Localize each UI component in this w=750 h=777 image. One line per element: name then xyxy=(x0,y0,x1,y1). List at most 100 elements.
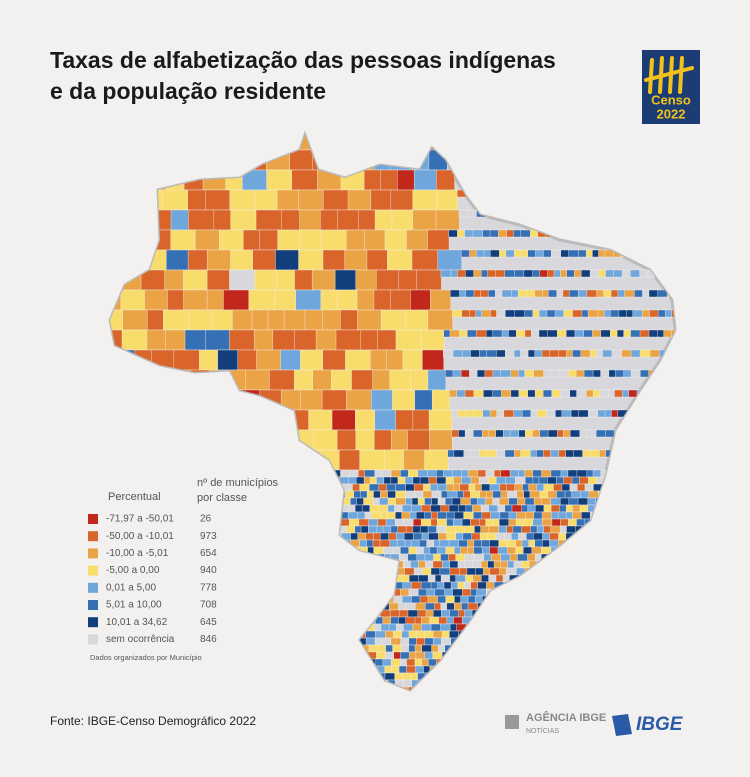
municipality xyxy=(515,518,525,527)
municipality xyxy=(404,567,415,576)
legend-label: -10,00 a -5,01 xyxy=(106,548,169,559)
municipality xyxy=(479,349,488,358)
municipality xyxy=(630,349,641,358)
municipality xyxy=(547,490,558,499)
municipality xyxy=(438,532,448,541)
municipality xyxy=(421,644,433,653)
municipality xyxy=(580,490,590,499)
municipality xyxy=(563,476,573,485)
municipality xyxy=(477,469,487,478)
municipality xyxy=(550,249,562,258)
municipality xyxy=(423,546,431,555)
municipality xyxy=(603,289,612,298)
municipality xyxy=(458,539,469,548)
municipality xyxy=(431,490,442,499)
municipality xyxy=(408,469,419,478)
municipality xyxy=(378,504,389,513)
municipality xyxy=(401,644,410,653)
municipality xyxy=(389,609,400,618)
municipality xyxy=(277,189,300,211)
municipality xyxy=(445,595,456,604)
municipality xyxy=(455,525,466,534)
municipality xyxy=(500,560,509,569)
municipality xyxy=(349,518,360,527)
municipality xyxy=(521,539,530,548)
municipality xyxy=(405,616,416,625)
municipality xyxy=(350,532,359,541)
legend-count: 973 xyxy=(200,531,217,542)
municipality xyxy=(499,567,508,576)
municipality xyxy=(405,490,416,499)
censo-logo: Censo 2022 xyxy=(642,50,700,124)
municipality xyxy=(406,658,416,667)
municipality xyxy=(448,504,460,513)
municipality xyxy=(416,630,426,639)
municipality xyxy=(436,525,447,534)
municipality xyxy=(441,490,449,499)
municipality xyxy=(412,525,421,534)
municipality xyxy=(414,389,433,411)
municipality xyxy=(592,329,602,338)
municipality xyxy=(398,553,409,562)
municipality xyxy=(437,189,458,211)
municipality xyxy=(572,511,583,520)
municipality xyxy=(358,469,366,478)
municipality xyxy=(604,409,613,418)
municipality xyxy=(449,567,461,576)
municipality xyxy=(423,483,431,492)
municipality xyxy=(517,553,529,562)
municipality xyxy=(416,546,425,555)
municipality xyxy=(386,349,404,371)
municipality xyxy=(546,409,557,418)
municipality xyxy=(506,483,516,492)
municipality xyxy=(474,525,482,534)
municipality xyxy=(639,269,648,278)
municipality xyxy=(587,309,599,318)
municipality xyxy=(543,504,552,513)
municipality xyxy=(505,539,517,548)
municipality xyxy=(429,546,438,555)
municipality xyxy=(398,609,409,618)
municipality xyxy=(548,289,558,298)
municipality xyxy=(478,476,490,485)
municipality xyxy=(385,630,394,639)
municipality xyxy=(372,539,381,548)
municipality xyxy=(390,476,399,485)
municipality xyxy=(346,229,366,251)
municipality xyxy=(354,525,362,534)
municipality xyxy=(396,539,406,548)
municipality xyxy=(413,169,437,191)
title-line: e da população residente xyxy=(50,78,326,104)
municipality xyxy=(255,209,283,231)
municipality xyxy=(412,409,430,431)
municipality xyxy=(589,449,601,458)
municipality xyxy=(483,553,492,562)
municipality xyxy=(275,249,300,271)
municipality xyxy=(532,309,540,318)
municipality xyxy=(490,309,498,318)
municipality xyxy=(432,651,443,660)
municipality xyxy=(360,329,379,351)
municipality xyxy=(524,369,535,378)
municipality xyxy=(436,546,447,555)
municipality xyxy=(387,497,397,506)
municipality xyxy=(345,490,355,499)
municipality xyxy=(663,329,672,338)
municipality xyxy=(536,525,545,534)
municipality xyxy=(418,588,428,597)
municipality xyxy=(473,539,483,548)
municipality xyxy=(448,553,457,562)
municipality xyxy=(122,309,149,331)
municipality xyxy=(623,369,632,378)
municipality xyxy=(381,469,392,478)
municipality xyxy=(173,349,201,371)
municipality xyxy=(440,269,452,278)
municipality xyxy=(489,409,498,418)
municipality xyxy=(520,349,529,358)
municipality xyxy=(452,309,463,318)
municipality xyxy=(406,665,417,674)
municipality xyxy=(432,560,443,569)
municipality xyxy=(592,469,602,478)
municipality xyxy=(420,581,432,590)
